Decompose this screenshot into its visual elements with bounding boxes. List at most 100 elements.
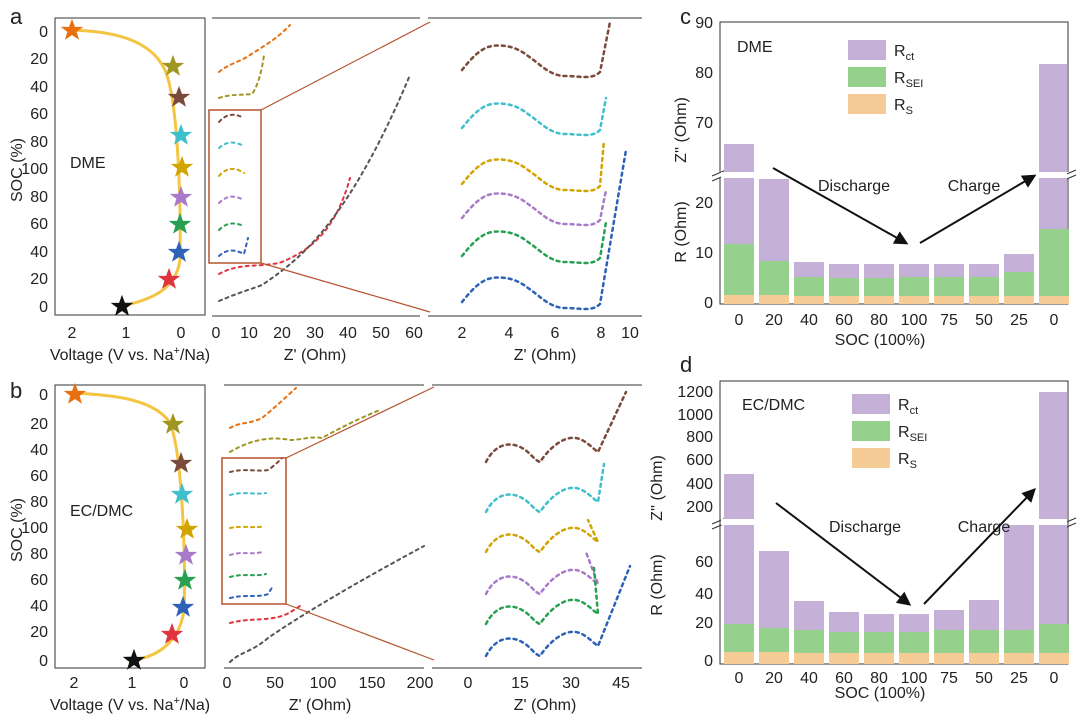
bar-rs [969,296,999,304]
legend-swatch-rct [852,394,890,414]
panel-a-voltage-plot: DME SOC (%) Voltage (V vs. Na+/Na) 2 1 0… [9,17,210,364]
x-tick-label: 40 [800,670,818,687]
bar-rsei [829,632,859,653]
soc-tick-label: 20 [30,51,48,68]
y-tick-label: 40 [695,586,713,603]
electrolyte-label-dme: DME [70,155,106,172]
x-tick-label: 20 [765,312,783,329]
y-tick-label: 60 [695,554,713,571]
voltage-axis-title: Voltage (V vs. Na+/Na) [50,345,210,364]
zprime-tick-label: 15 [511,675,529,692]
panel-d: EC/DMC Z'' (Ohm) R (Ohm) SOC (100%) 0 20… [649,380,1077,702]
soc-tick-label: 80 [30,494,48,511]
bar-rsei [1039,624,1069,653]
x-tick-label: 25 [1010,670,1028,687]
soc-star-marker [169,123,193,145]
legend-label-main: R [894,70,906,87]
legend-label-sub: S [906,105,913,117]
zoom-connector-line [260,21,431,111]
soc-tick-label: 40 [30,244,48,261]
bar-rct [759,179,789,261]
soc-star-marker [167,240,191,262]
legend-label-sub: ct [910,405,919,417]
panel-b-nyquist-zoom: Z' (Ohm) 0 15 30 45 [432,384,642,714]
y-tick-label: 20 [695,615,713,632]
bar-rsei [1004,272,1034,296]
legend-label-rs: RS [898,451,917,471]
bar-rct [969,600,999,630]
legend: Rct RSEI RS [852,394,927,471]
legend-swatch-rsei [848,67,886,87]
soc-star-marker [174,543,198,565]
voltage-axis-title-sup: + [173,345,179,357]
zprime-tick-label: 20 [273,325,291,342]
nyquist-zoom-curve [484,566,600,626]
bar-rs [759,295,789,304]
axis-break-mark [711,169,727,177]
zoom-connector-line [285,603,435,661]
zprime-tick-label: 30 [562,675,580,692]
nyquist-curve [229,525,265,529]
axis-break-gap [721,519,1067,525]
bar-rct [759,551,789,628]
nyquist-zoom-curve [460,96,608,137]
bar-rs [864,653,894,664]
soc-star-marker [161,412,185,434]
bar-rct [1004,254,1034,272]
bar-rs [1039,296,1069,304]
bar-rs [794,296,824,304]
soc-tick-label: 80 [30,546,48,563]
axis-break-gap [721,172,1067,178]
discharge-arrow [775,502,912,606]
bar-rs [934,296,964,304]
nyquist-zoom-curve [484,462,606,514]
bar-rs [899,653,929,664]
legend-label-rsei: RSEI [898,424,927,444]
y-axis-title-upper: Z'' (Ohm) [649,455,666,521]
bar-rsei [969,630,999,653]
soc-axis-title: SOC (%) [9,498,26,562]
soc-tick-label: 40 [30,442,48,459]
charge-annotation: Charge [948,178,1001,195]
bar-rct [1039,64,1067,229]
bar-rs [759,652,789,664]
soc-star-marker [171,595,195,617]
x-tick-label: 50 [975,670,993,687]
bar-rsei [724,244,754,295]
zprime-tick-label: 0 [223,675,232,692]
zprime-tick-label: 50 [372,325,390,342]
legend-label-main: R [894,43,906,60]
soc-tick-label: 60 [30,572,48,589]
y-tick-label: 800 [686,429,713,446]
soc-star-marker [173,568,197,590]
zprime-tick-label: 40 [339,325,357,342]
bar-rs [1004,296,1034,304]
bar-rct [899,264,929,277]
voltage-axes-frame [54,384,206,669]
x-axis-title: SOC (100%) [835,332,926,349]
bar-rs [969,653,999,664]
discharge-annotation: Discharge [818,178,890,195]
nyquist-zoom-curve [484,390,628,464]
panel-letter-a: a [10,4,23,29]
bar-rsei [934,630,964,653]
nyquist-curve [218,141,245,149]
legend-label-rct: Rct [898,397,918,417]
x-tick-label: 25 [1010,312,1028,329]
panel-letter-b: b [10,378,22,403]
y-tick-label: 70 [695,115,713,132]
electrolyte-label-dme: DME [737,39,773,56]
legend-swatch-rs [852,448,890,468]
nyquist-curve [229,457,283,473]
panel-a-nyquist-zoom: Z' (Ohm) 2 4 6 8 10 [428,17,642,364]
discharge-annotation: Discharge [829,519,901,536]
bar-rct [794,262,824,277]
charge-discharge-curve [69,28,182,308]
legend-swatch-rsei [852,421,890,441]
nyquist-zoom-curve [484,518,601,554]
soc-star-marker [60,18,84,40]
nyquist-zoom-curve [460,148,628,311]
voltage-tick-label: 0 [180,675,189,692]
zprime-axis-title: Z' (Ohm) [514,347,577,364]
voltage-axis-title-main: Voltage (V vs. Na [50,347,174,364]
